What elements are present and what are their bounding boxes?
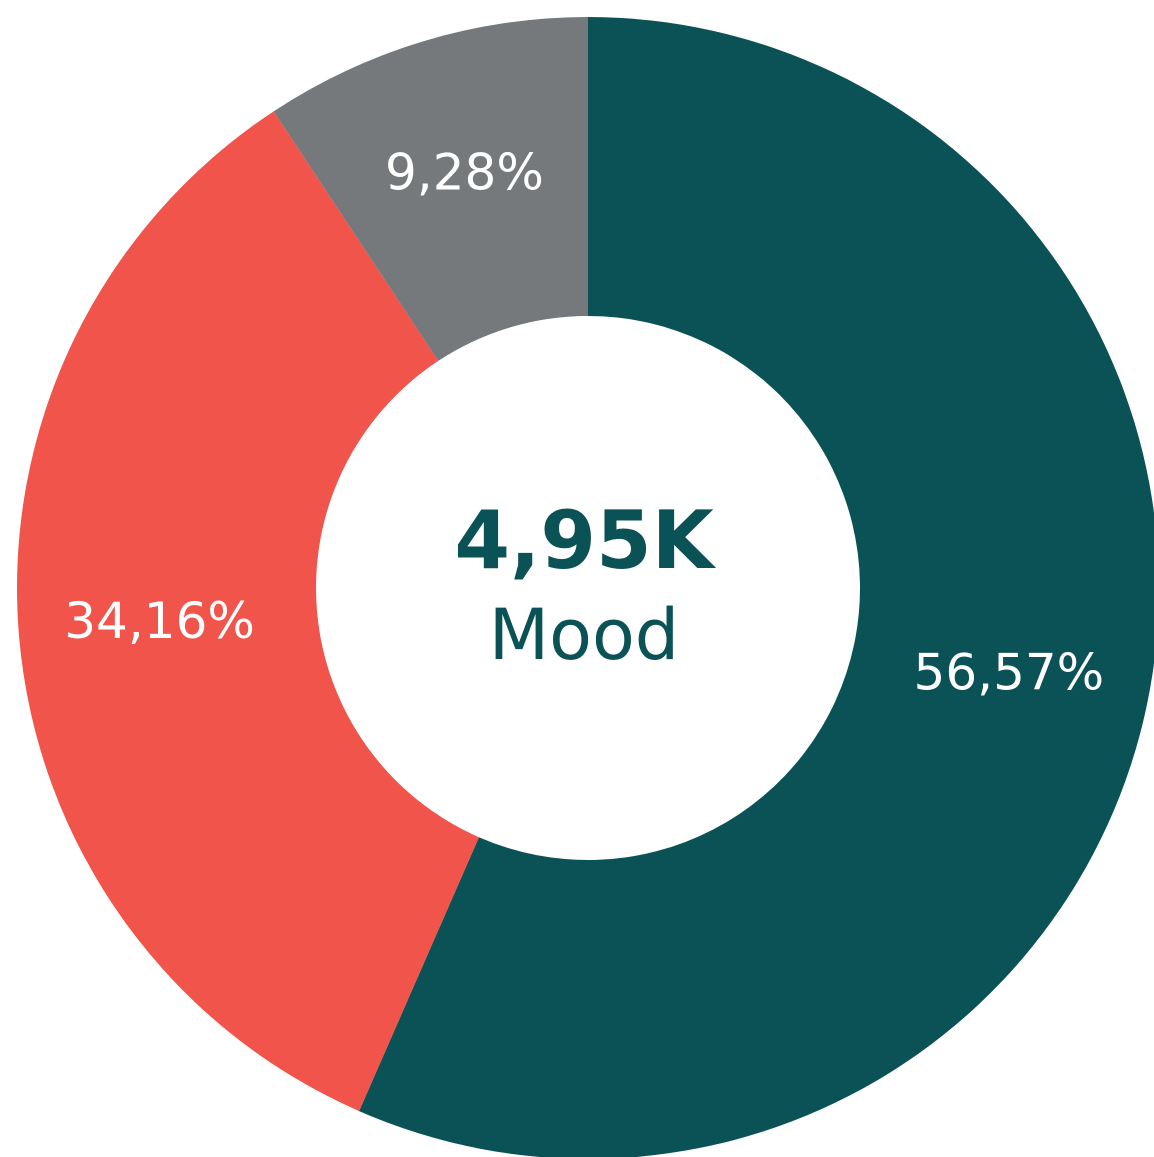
donut-segment bbox=[273, 17, 588, 361]
center-label: Mood bbox=[489, 594, 679, 676]
donut-segment bbox=[359, 17, 1154, 1157]
value-label: 34,16% bbox=[64, 592, 255, 650]
value-label: 9,28% bbox=[385, 144, 544, 202]
donut-segment bbox=[16, 111, 479, 1112]
center-value: 4,95K bbox=[454, 494, 716, 587]
value-label: 56,57% bbox=[914, 644, 1105, 702]
